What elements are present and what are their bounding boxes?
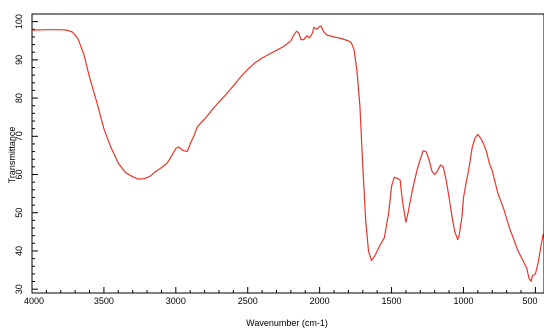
spectrum-series: [31, 25, 544, 283]
y-tick-label: 80: [14, 93, 24, 103]
plot-frame: [31, 13, 544, 294]
x-tick-label: 3500: [94, 296, 114, 306]
y-axis-title: Transmittance: [7, 127, 17, 184]
y-axis-ticks: 30 40 50 60 70 80 90 100: [14, 14, 38, 294]
y-tick-label: 50: [14, 208, 24, 218]
x-tick-label: 1500: [382, 296, 402, 306]
y-tick-label: 60: [14, 170, 24, 180]
x-axis-ticks: 4000 3500 3000 2500 2000 1500 1000 500: [24, 287, 538, 306]
y-tick-label: 90: [14, 55, 24, 65]
x-tick-label: 3000: [166, 296, 186, 306]
x-tick-label: 500: [522, 296, 537, 306]
x-tick-label: 1000: [453, 296, 473, 306]
x-tick-label: 2500: [238, 296, 258, 306]
x-tick-label: 4000: [24, 296, 44, 306]
x-axis-title: Wavenumber (cm-1): [246, 318, 328, 328]
y-tick-label: 40: [14, 246, 24, 256]
y-tick-label: 100: [14, 14, 24, 29]
x-tick-label: 2000: [310, 296, 330, 306]
y-tick-label: 30: [14, 284, 24, 294]
spectrum-line: [31, 25, 544, 283]
chart-axes: [31, 13, 544, 294]
y-tick-label: 70: [14, 131, 24, 141]
